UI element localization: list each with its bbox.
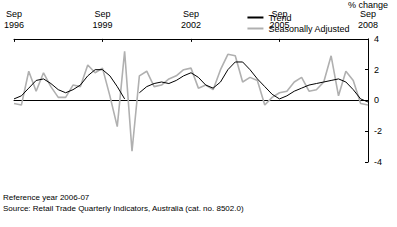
svg-text:Source: Retail Trade Quarterly: Source: Retail Trade Quarterly Indicator… <box>3 204 244 213</box>
svg-text:Sep: Sep <box>183 9 199 19</box>
svg-text:Reference year 2006-07: Reference year 2006-07 <box>3 193 90 202</box>
svg-text:% change: % change <box>348 0 388 10</box>
svg-text:Sep: Sep <box>6 9 22 19</box>
svg-text:Sep: Sep <box>360 9 376 19</box>
svg-text:2008: 2008 <box>358 20 378 30</box>
svg-text:2002: 2002 <box>181 20 201 30</box>
svg-text:2: 2 <box>374 65 379 75</box>
svg-text:Seasonally Adjusted: Seasonally Adjusted <box>268 24 349 34</box>
svg-text:-2: -2 <box>374 126 382 136</box>
svg-text:4: 4 <box>374 34 379 44</box>
svg-text:0: 0 <box>374 95 379 105</box>
svg-text:Sep: Sep <box>94 9 110 19</box>
svg-text:-4: -4 <box>374 157 382 167</box>
svg-text:1996: 1996 <box>4 20 24 30</box>
svg-text:Trend: Trend <box>268 13 291 23</box>
svg-text:1999: 1999 <box>92 20 112 30</box>
